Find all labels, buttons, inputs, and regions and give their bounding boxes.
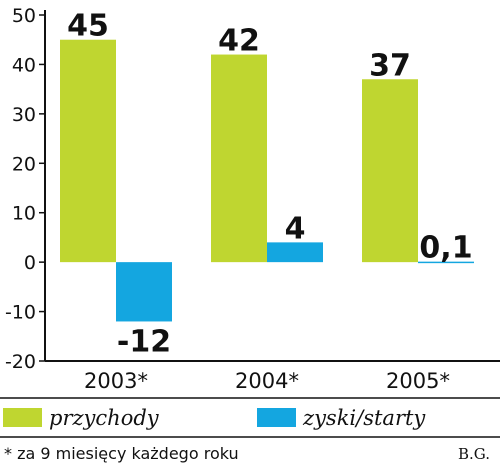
y-tick-label: -20 (5, 351, 36, 373)
legend-swatch (257, 408, 296, 427)
bar-przychody-2005 (362, 79, 418, 263)
x-axis: 2003* 2004* 2005* (45, 360, 500, 393)
y-tick-label: 50 (12, 5, 36, 27)
y-tick-label: 40 (12, 54, 36, 76)
data-label: 45 (67, 9, 109, 44)
data-label: 0,1 (419, 231, 472, 266)
y-tick-label: 30 (12, 104, 36, 126)
bar-zyski-starty-2004 (267, 242, 323, 263)
y-axis: 50 40 30 20 10 0 -10 -20 (5, 5, 46, 373)
y-tick-label: 10 (12, 203, 36, 225)
bar-zyski-starty-2003 (116, 262, 172, 322)
legend-label: zyski/starty (302, 406, 426, 430)
data-label: 42 (218, 24, 260, 59)
data-label: -12 (117, 324, 171, 359)
bar-zyski-starty-2005 (418, 261, 474, 264)
footnote: * za 9 miesięcy każdego roku (4, 444, 239, 463)
data-label: 4 (285, 211, 306, 246)
data-labels: 45 42 37 -12 4 0,1 (67, 9, 472, 360)
bars (60, 39, 474, 322)
x-tick-label: 2003* (84, 369, 148, 393)
y-tick-label: 20 (12, 153, 36, 175)
data-label: 37 (369, 48, 411, 83)
bar-przychody-2004 (211, 54, 267, 263)
y-tick-label: 0 (24, 252, 36, 274)
bar-przychody-2003 (60, 39, 116, 263)
legend-swatch (3, 408, 42, 427)
credit: B.G. (458, 445, 490, 463)
legend: przychody zyski/starty (0, 397, 500, 438)
x-tick-label: 2004* (235, 369, 299, 393)
legend-label: przychody (49, 406, 160, 430)
x-tick-label: 2005* (386, 369, 450, 393)
y-tick-label: -10 (5, 302, 36, 324)
